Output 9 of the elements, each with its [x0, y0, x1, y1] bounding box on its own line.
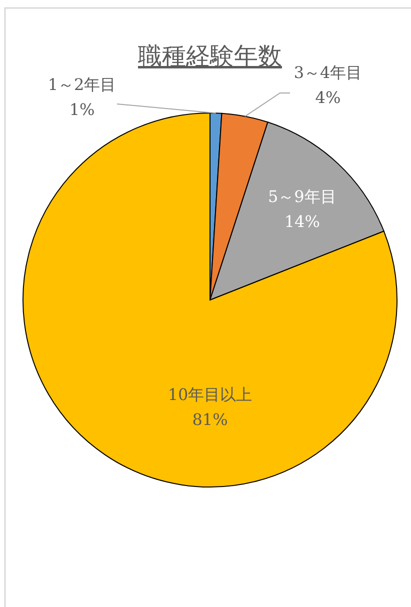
chart-title: 職種経験年数	[138, 42, 282, 70]
slice-label: 1～2年目	[48, 75, 116, 94]
data-label: 1%	[69, 100, 95, 119]
slice-label: 10年目以上	[168, 385, 252, 404]
data-label: 4%	[315, 88, 341, 107]
slice-label: 3～4年目	[294, 63, 362, 82]
data-label: 14%	[284, 212, 320, 231]
data-label: 81%	[192, 410, 228, 429]
slice-label: 5～9年目	[268, 186, 336, 206]
